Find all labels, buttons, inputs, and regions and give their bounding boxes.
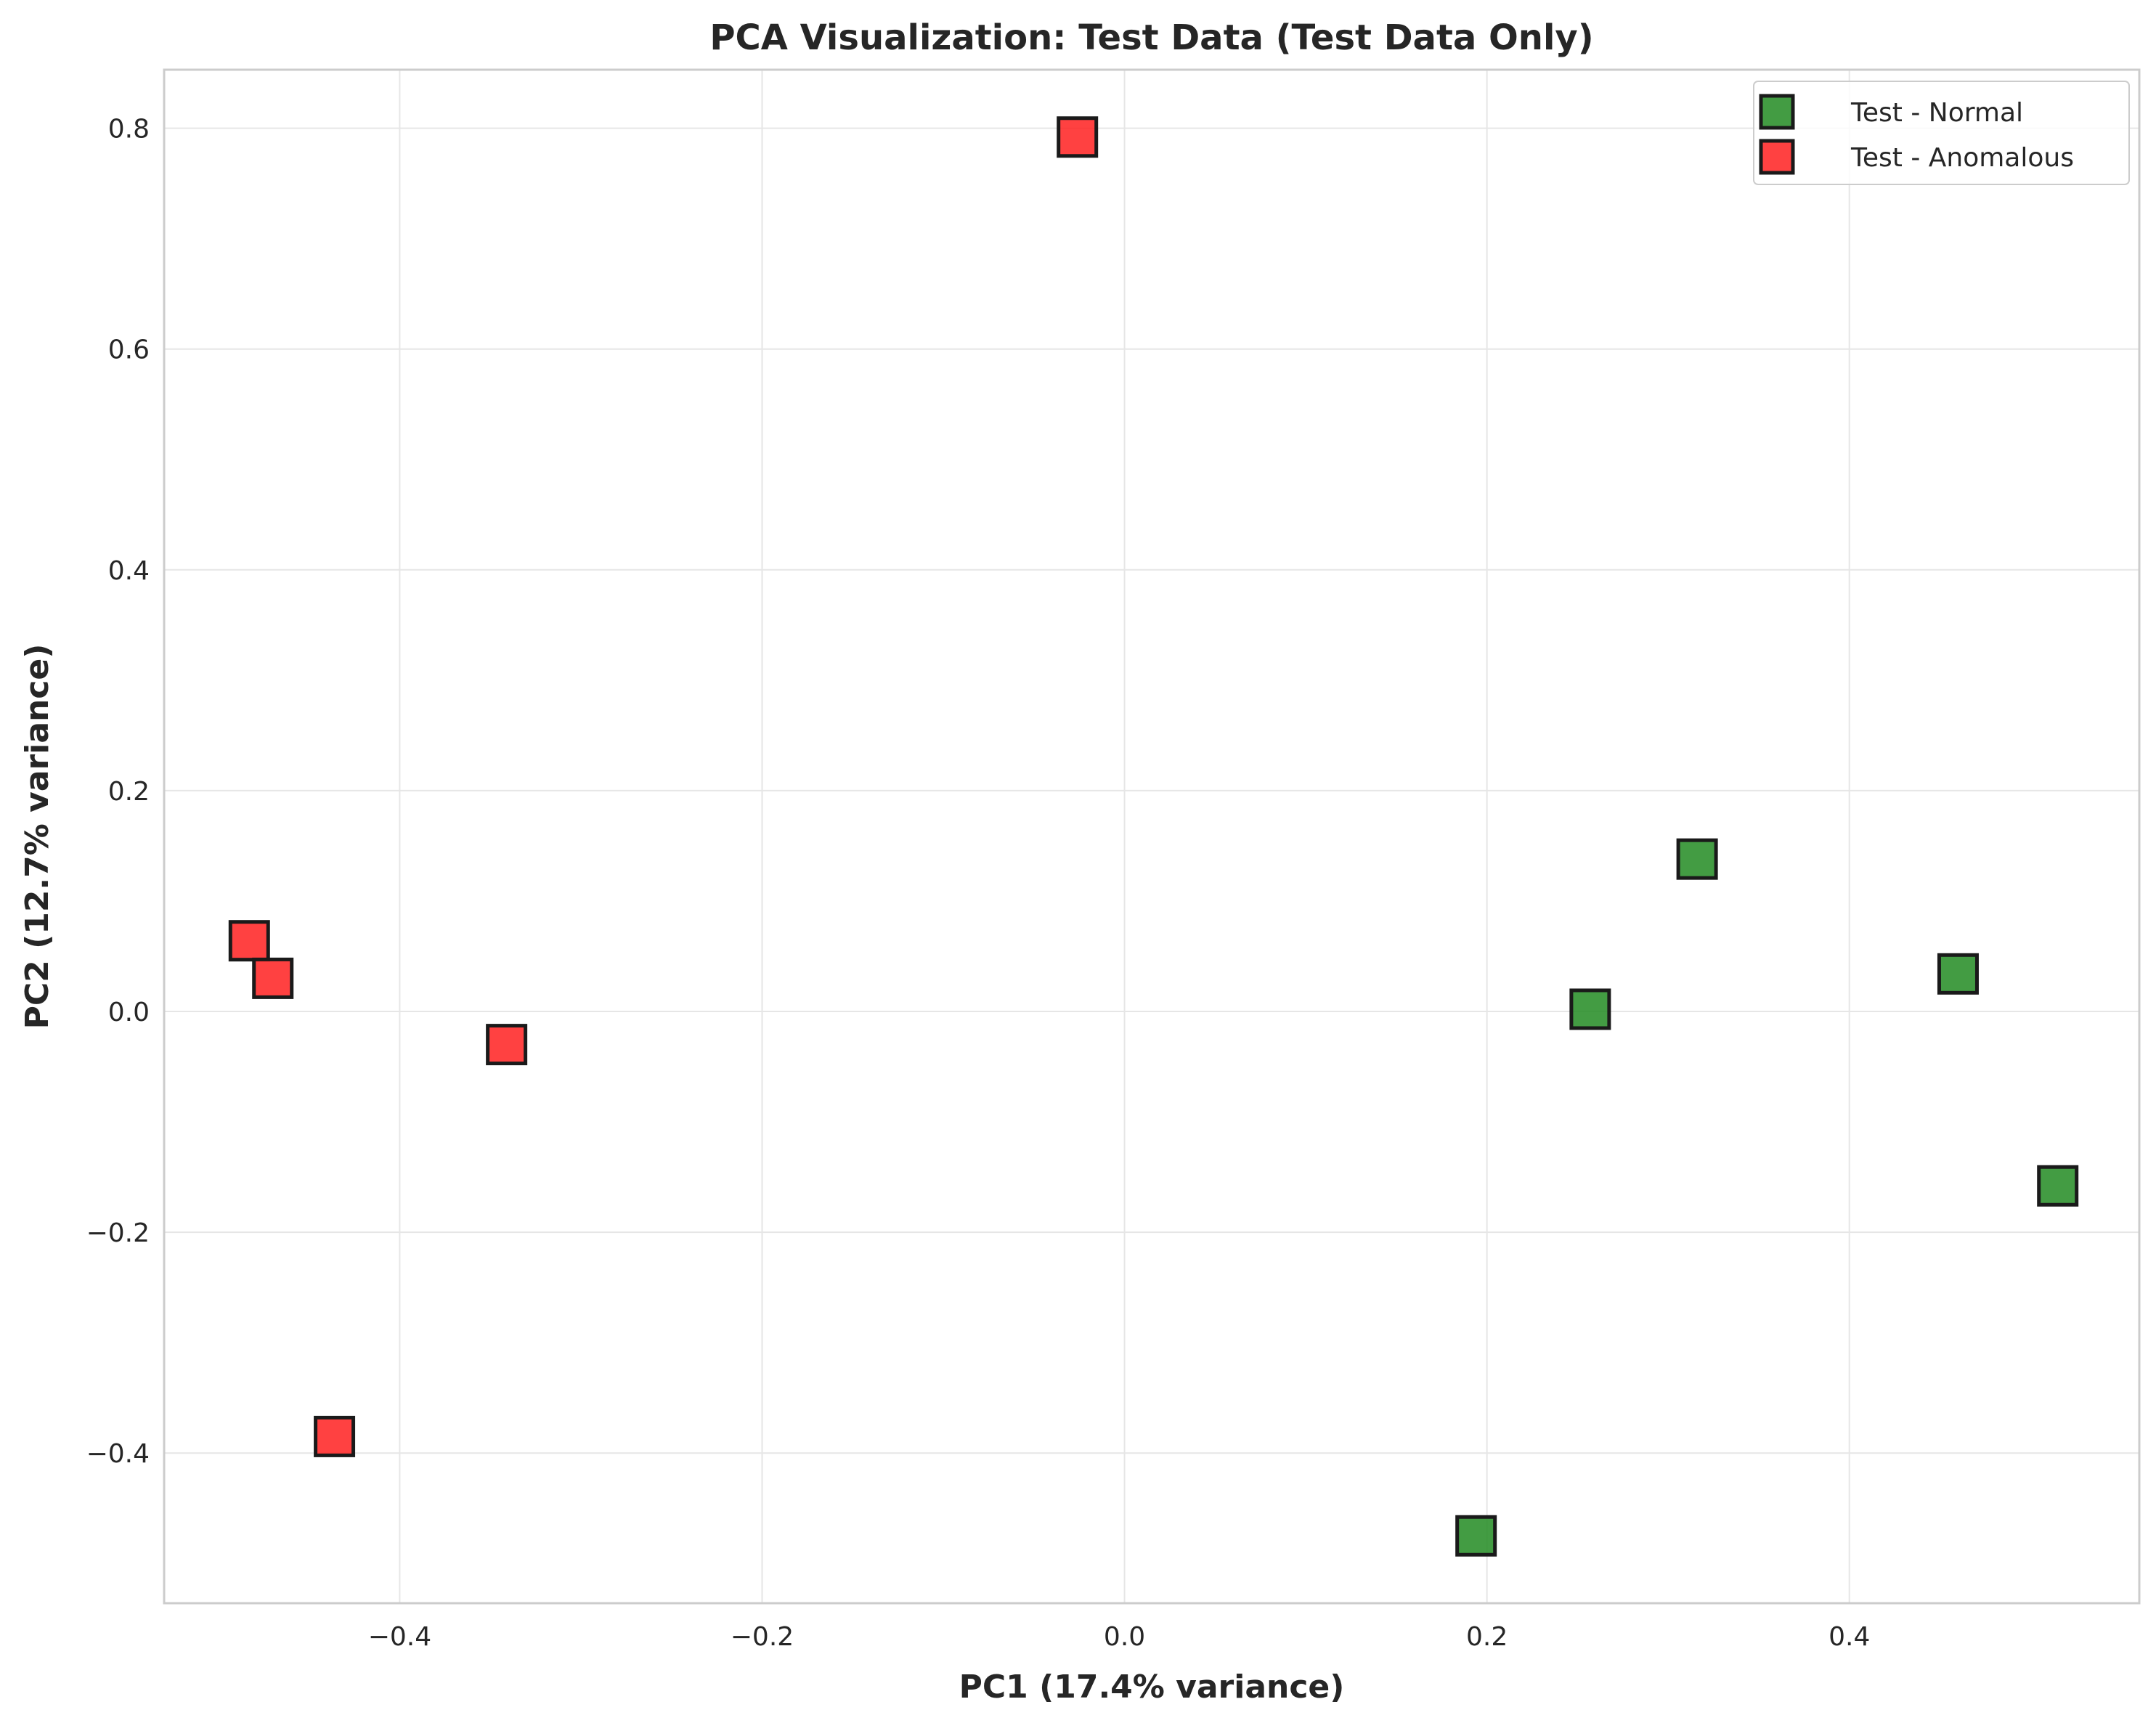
chart-title: PCA Visualization: Test Data (Test Data … [709, 17, 1593, 58]
legend-label: Test - Anomalous [1850, 143, 2074, 173]
data-point-anomalous [228, 920, 270, 962]
x-tick-label: −0.4 [368, 1622, 431, 1652]
legend-box [1753, 81, 2130, 185]
data-point-anomalous [252, 957, 294, 999]
x-tick-label: 0.4 [1828, 1622, 1870, 1652]
x-axis-label: PC1 (17.4% variance) [959, 1669, 1345, 1706]
y-tick-label: 0.2 [108, 777, 150, 807]
x-tick-label: 0.0 [1104, 1622, 1145, 1652]
y-tick-label: −0.4 [86, 1439, 150, 1469]
legend-marker [1759, 139, 1795, 175]
data-point-anomalous [314, 1415, 356, 1457]
x-axis-ticks: −0.4 −0.2 0.0 0.2 0.4 [368, 1622, 1871, 1652]
data-point-normal [2037, 1165, 2079, 1207]
y-tick-label: 0.8 [108, 115, 150, 144]
y-tick-label: 0.6 [108, 335, 150, 365]
plot-area-frame [163, 68, 2141, 1605]
data-point-anomalous [486, 1024, 528, 1066]
data-points [228, 116, 2079, 1557]
data-point-anomalous [1057, 116, 1099, 158]
data-point-normal [1455, 1515, 1497, 1557]
y-axis-label: PC2 (12.7% variance) [19, 644, 56, 1030]
y-tick-label: 0.0 [108, 998, 150, 1027]
legend-marker [1759, 94, 1795, 130]
y-axis-ticks: −0.4 −0.2 0.0 0.2 0.4 0.6 0.8 [86, 115, 150, 1470]
x-tick-label: −0.2 [731, 1622, 794, 1652]
grid-lines [164, 70, 2139, 1603]
data-point-normal [1569, 988, 1611, 1030]
y-tick-label: 0.4 [108, 556, 150, 586]
legend: Test - Normal Test - Anomalous [1753, 81, 2130, 185]
y-tick-label: −0.2 [86, 1218, 150, 1248]
data-point-normal [1676, 838, 1718, 880]
legend-label: Test - Normal [1850, 98, 2023, 128]
data-point-normal [1937, 953, 1979, 995]
x-tick-label: 0.2 [1466, 1622, 1508, 1652]
